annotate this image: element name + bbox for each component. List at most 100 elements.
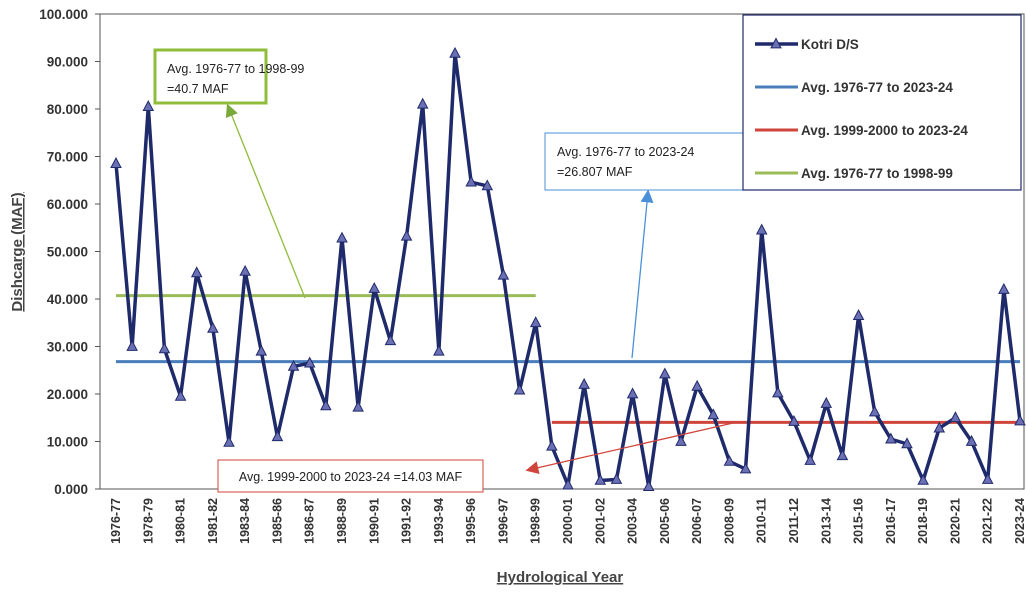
data-point <box>981 472 994 484</box>
y-tick-label: 60.000 <box>47 197 88 212</box>
x-tick-label: 2020-21 <box>948 498 962 544</box>
data-point <box>917 473 929 485</box>
x-tick-label: 1978-79 <box>141 498 155 544</box>
x-tick-label: 2018-19 <box>916 498 930 544</box>
data-point <box>481 179 494 191</box>
data-point <box>400 229 413 241</box>
data-point <box>126 339 138 351</box>
data-point <box>239 264 251 276</box>
data-point <box>804 453 816 465</box>
x-tick-label: 2006-07 <box>690 498 704 544</box>
data-point <box>578 377 590 389</box>
data-point <box>303 356 316 368</box>
data-point <box>336 231 348 243</box>
data-point <box>707 408 720 420</box>
data-point <box>110 157 122 168</box>
data-point <box>352 400 364 412</box>
data-point <box>852 309 865 320</box>
data-point <box>659 367 671 379</box>
x-tick-label: 1995-96 <box>464 498 478 544</box>
y-tick-label: 70.000 <box>47 150 88 165</box>
x-tick-label: 1985-86 <box>270 498 284 544</box>
data-point <box>223 435 235 447</box>
x-tick-label: 1990-91 <box>367 498 381 544</box>
x-tick-label: 2003-04 <box>626 498 640 544</box>
legend-label: Avg. 1976-77 to 1998-99 <box>801 166 953 181</box>
data-point <box>885 432 897 444</box>
x-tick-label: 2000-01 <box>561 498 575 544</box>
data-point <box>610 472 623 484</box>
data-point <box>949 411 962 423</box>
annotation-text: Avg. 1976-77 to 2023-24 <box>557 145 694 159</box>
y-tick-label: 100.000 <box>39 7 88 22</box>
annotation-text: =26.807 MAF <box>557 165 633 179</box>
data-point <box>546 439 558 451</box>
data-point <box>497 268 510 280</box>
data-point <box>594 473 607 485</box>
legend-marker <box>770 37 782 49</box>
data-point <box>174 389 187 401</box>
y-tick-label: 10.000 <box>47 435 88 450</box>
x-tick-label: 1991-92 <box>400 498 414 544</box>
x-tick-label: 2016-17 <box>884 498 898 544</box>
data-point <box>465 175 477 187</box>
data-point <box>868 405 881 417</box>
x-tick-label: 1986-87 <box>303 498 317 544</box>
x-tick-label: 2011-12 <box>787 498 801 543</box>
data-point <box>416 97 429 109</box>
data-point <box>998 282 1010 294</box>
annotation-box <box>217 459 484 493</box>
data-point <box>933 421 946 433</box>
legend-box <box>742 14 1022 191</box>
data-point <box>513 383 526 395</box>
y-tick-label: 80.000 <box>47 102 88 117</box>
data-point <box>562 478 574 490</box>
x-tick-label: 1983-84 <box>238 498 252 544</box>
data-point <box>255 344 268 356</box>
data-point <box>529 316 542 328</box>
data-point <box>965 434 978 446</box>
annotation-arrow <box>631 189 654 359</box>
legend-label: Kotri D/S <box>801 37 859 52</box>
data-point <box>788 414 800 426</box>
data-point <box>433 344 445 356</box>
y-tick-label: 50.000 <box>47 245 88 260</box>
data-point <box>320 399 332 411</box>
y-tick-label: 20.000 <box>47 387 88 402</box>
legend-label: Avg. 1999-2000 to 2023-24 <box>801 123 968 138</box>
data-point <box>675 434 687 446</box>
x-axis-title: Hydrological Year <box>497 569 624 586</box>
data-point <box>836 449 849 461</box>
data-point <box>368 281 381 293</box>
x-tick-label: 1988-89 <box>335 498 349 544</box>
x-tick-label: 2008-09 <box>722 498 736 544</box>
data-point <box>772 386 784 398</box>
data-point <box>901 437 913 449</box>
data-point <box>642 480 655 491</box>
y-tick-label: 40.000 <box>47 292 88 307</box>
data-point <box>1014 414 1026 426</box>
x-tick-label: 2005-06 <box>658 498 672 544</box>
data-point <box>384 334 397 346</box>
data-point <box>158 342 171 354</box>
legend-label: Avg. 1976-77 to 2023-24 <box>801 80 953 95</box>
data-point <box>626 387 639 399</box>
data-point <box>449 46 461 58</box>
x-tick-label: 1996-97 <box>496 498 510 544</box>
x-tick-label: 2013-14 <box>819 498 833 544</box>
annotation-text: Avg. 1976-77 to 1998-99 <box>167 62 304 76</box>
x-tick-label: 2023-24 <box>1013 498 1026 544</box>
x-tick-label: 2021-22 <box>981 498 995 544</box>
x-tick-label: 1993-94 <box>432 498 446 544</box>
annotation-text: =40.7 MAF <box>167 82 229 96</box>
annotation-arrow <box>525 422 734 475</box>
annotation-box <box>153 48 268 105</box>
data-point <box>271 430 284 442</box>
y-tick-label: 90.000 <box>47 55 88 70</box>
y-tick-label: 30.000 <box>47 340 88 355</box>
x-tick-label: 1998-99 <box>529 498 543 544</box>
data-point <box>820 396 833 408</box>
x-tick-label: 1981-82 <box>206 498 220 544</box>
x-tick-label: 2015-16 <box>852 498 866 544</box>
